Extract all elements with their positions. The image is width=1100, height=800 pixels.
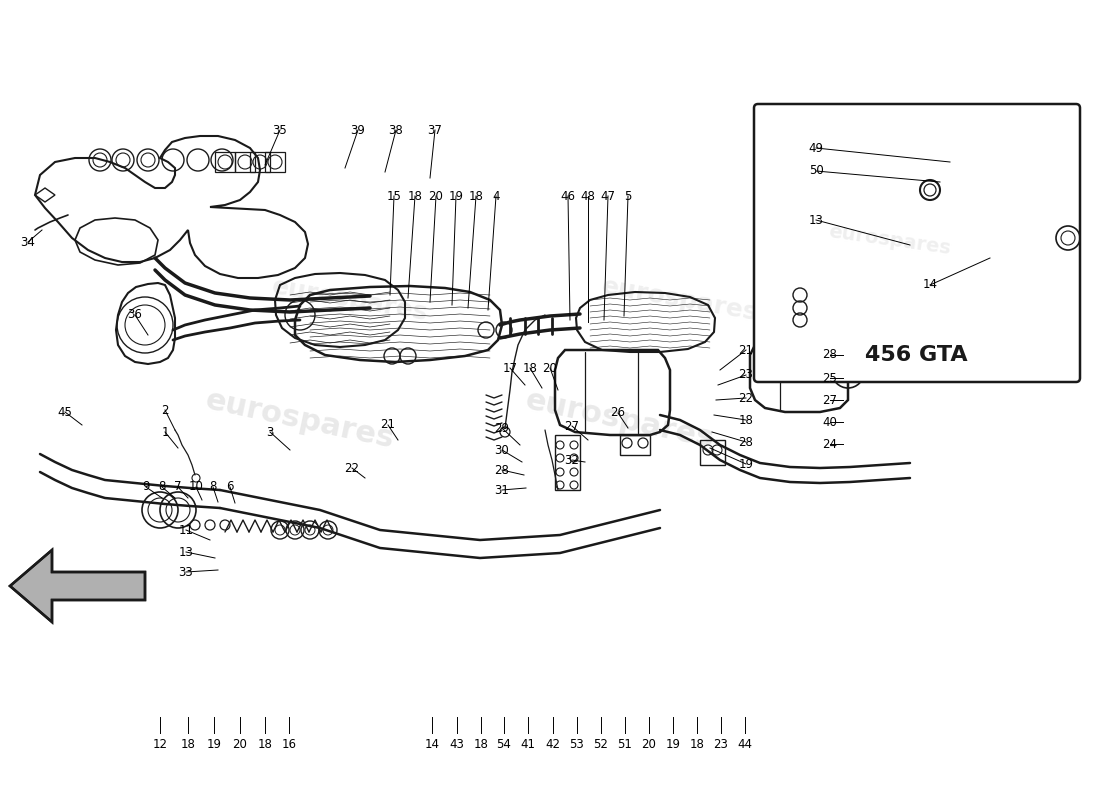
Text: 13: 13: [808, 214, 824, 226]
Text: eurospares: eurospares: [600, 274, 760, 326]
Text: 17: 17: [503, 362, 517, 374]
Text: 28: 28: [823, 349, 837, 362]
Text: 32: 32: [564, 454, 580, 466]
Text: 20: 20: [232, 738, 248, 751]
Text: 12: 12: [153, 738, 167, 751]
Text: 15: 15: [386, 190, 402, 202]
Text: 25: 25: [823, 371, 837, 385]
Text: 8: 8: [158, 481, 166, 494]
Text: 38: 38: [388, 123, 404, 137]
Text: 52: 52: [594, 738, 608, 751]
Text: 45: 45: [57, 406, 73, 418]
Text: 49: 49: [808, 142, 824, 154]
Text: 26: 26: [610, 406, 626, 419]
Text: 28: 28: [738, 435, 754, 449]
Text: 5: 5: [625, 190, 631, 202]
Text: 51: 51: [617, 738, 632, 751]
Text: 53: 53: [570, 738, 584, 751]
Text: 27: 27: [564, 419, 580, 433]
Text: 14: 14: [923, 278, 937, 291]
Text: 9: 9: [142, 481, 150, 494]
Text: 18: 18: [690, 738, 704, 751]
Text: 3: 3: [266, 426, 274, 438]
Text: 41: 41: [520, 738, 536, 751]
Text: 39: 39: [351, 123, 365, 137]
Text: eurospares: eurospares: [827, 222, 953, 258]
Text: eurospares: eurospares: [522, 386, 717, 454]
Text: 24: 24: [823, 438, 837, 450]
Text: 28: 28: [495, 463, 509, 477]
Text: 1: 1: [162, 426, 168, 438]
Text: 6: 6: [227, 481, 233, 494]
Text: 54: 54: [496, 738, 512, 751]
Text: 43: 43: [450, 738, 464, 751]
Text: 18: 18: [408, 190, 422, 202]
Text: 36: 36: [128, 309, 142, 322]
Text: 47: 47: [601, 190, 616, 202]
Text: 18: 18: [469, 190, 483, 202]
Text: 19: 19: [666, 738, 681, 751]
Text: 18: 18: [180, 738, 196, 751]
Text: 21: 21: [381, 418, 396, 431]
Text: 31: 31: [495, 483, 509, 497]
Text: 22: 22: [738, 391, 754, 405]
Text: 29: 29: [495, 422, 509, 434]
Text: 42: 42: [546, 738, 561, 751]
FancyBboxPatch shape: [754, 104, 1080, 382]
Text: 48: 48: [581, 190, 595, 202]
Text: 13: 13: [178, 546, 194, 558]
Text: 20: 20: [542, 362, 558, 374]
Text: 23: 23: [714, 738, 728, 751]
Text: 21: 21: [738, 343, 754, 357]
Text: eurospares: eurospares: [202, 386, 397, 454]
Text: 11: 11: [178, 523, 194, 537]
Text: 40: 40: [823, 415, 837, 429]
Text: 19: 19: [449, 190, 463, 202]
Text: 23: 23: [738, 369, 754, 382]
Text: 27: 27: [823, 394, 837, 406]
Text: 18: 18: [522, 362, 538, 374]
Text: 19: 19: [207, 738, 221, 751]
Text: 4: 4: [493, 190, 499, 202]
Text: 2: 2: [162, 403, 168, 417]
Text: 50: 50: [808, 165, 824, 178]
Text: 18: 18: [257, 738, 273, 751]
Text: 34: 34: [21, 235, 35, 249]
Text: 8: 8: [209, 481, 217, 494]
Text: 14: 14: [425, 738, 440, 751]
Text: 456 GTA: 456 GTA: [865, 345, 967, 365]
Text: 16: 16: [282, 738, 297, 751]
Text: 10: 10: [188, 481, 204, 494]
Text: eurospares: eurospares: [270, 274, 430, 326]
Text: 7: 7: [174, 481, 182, 494]
Text: 20: 20: [641, 738, 657, 751]
Text: 18: 18: [738, 414, 754, 426]
Text: 37: 37: [428, 123, 442, 137]
Polygon shape: [10, 550, 145, 622]
Text: 33: 33: [178, 566, 194, 578]
Text: 46: 46: [561, 190, 575, 202]
Text: 20: 20: [429, 190, 443, 202]
Text: 35: 35: [273, 123, 287, 137]
Text: 18: 18: [474, 738, 488, 751]
Text: 22: 22: [344, 462, 360, 474]
Text: 44: 44: [737, 738, 752, 751]
Text: 30: 30: [495, 443, 509, 457]
Text: 19: 19: [738, 458, 754, 470]
